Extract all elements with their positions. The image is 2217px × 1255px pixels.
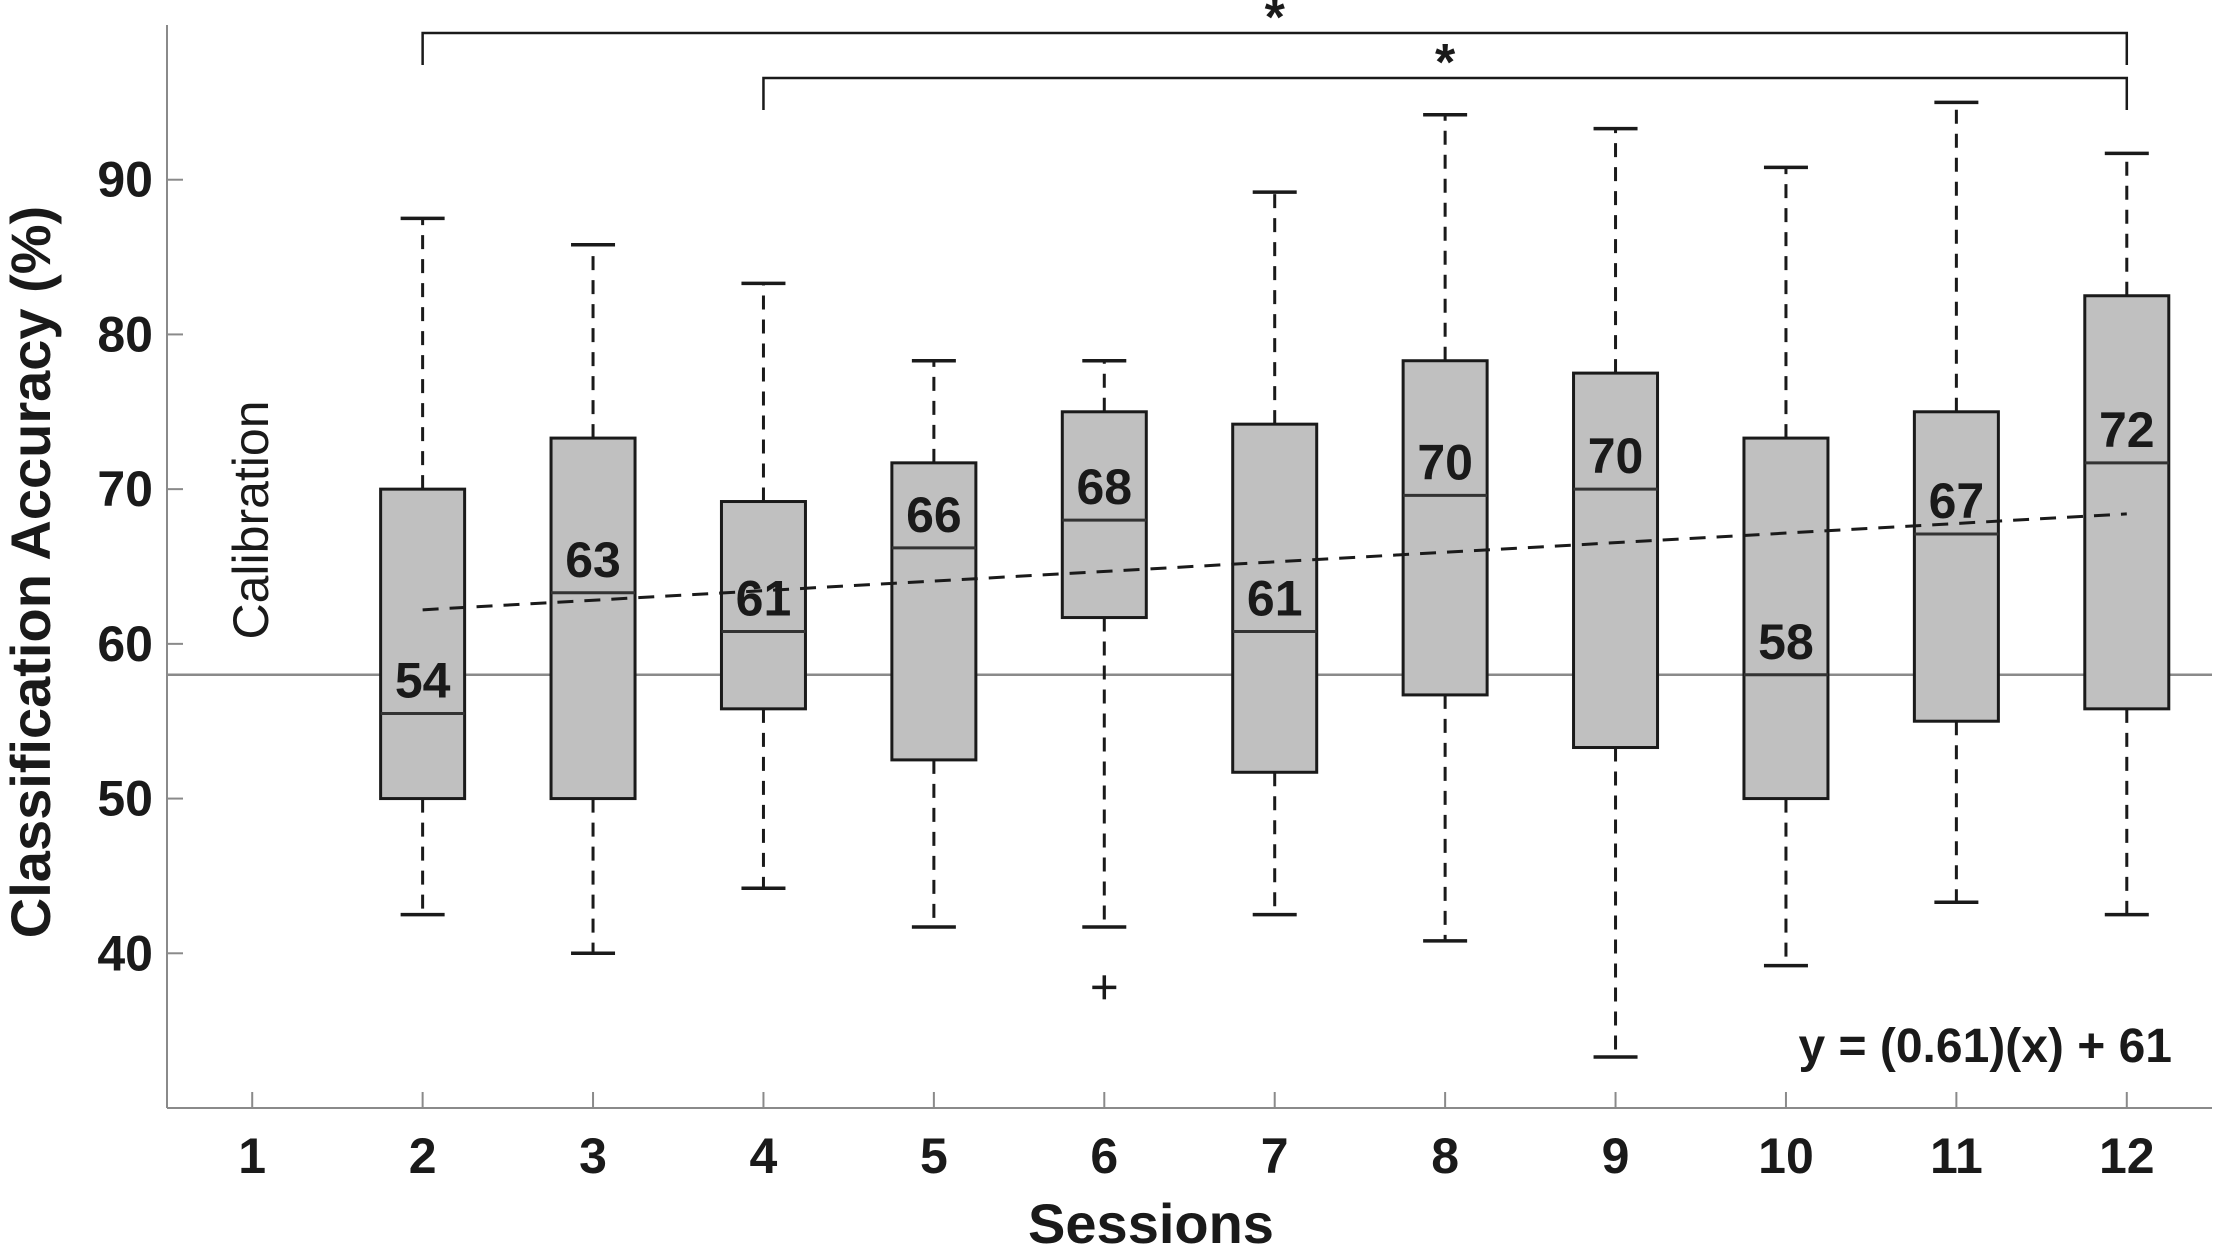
labels-group: Sessions Classification Accuracy (%) Cal… — [0, 206, 2172, 1255]
median-value-label: 72 — [2099, 402, 2155, 458]
median-value-label: 68 — [1076, 459, 1132, 515]
x-tick-label: 8 — [1431, 1128, 1459, 1184]
y-axis-title: Classification Accuracy (%) — [0, 206, 62, 938]
box-session-10: 58 — [1742, 165, 1830, 968]
significance-bracket — [762, 76, 2129, 110]
median-value-label: 61 — [1247, 570, 1303, 626]
x-tick-label: 7 — [1261, 1128, 1289, 1184]
iqr-box — [1231, 422, 1319, 774]
iqr-box — [1060, 410, 1148, 620]
significance-bracket — [421, 31, 2129, 65]
iqr-box — [1742, 436, 1830, 801]
iqr-box — [379, 487, 467, 801]
y-tick-label: 50 — [97, 771, 153, 827]
y-tick-label: 80 — [97, 306, 153, 362]
x-tick-label: 3 — [579, 1128, 607, 1184]
significance-group: ** — [421, 0, 2129, 110]
trend-equation: y = (0.61)(x) + 61 — [1798, 1020, 2172, 1073]
y-tick-label: 90 — [97, 152, 153, 208]
box-session-2: 54 — [379, 216, 467, 917]
iqr-box — [1572, 371, 1660, 750]
x-tick-label: 6 — [1090, 1128, 1118, 1184]
x-tick-label: 11 — [1930, 1128, 1983, 1184]
x-tick-label: 5 — [920, 1128, 948, 1184]
median-value-label: 66 — [906, 487, 962, 543]
x-axis-title: Sessions — [1028, 1192, 1274, 1255]
median-value-label: 58 — [1758, 614, 1814, 670]
box-session-6: 68 — [1060, 358, 1148, 1000]
x-tick-label: 2 — [409, 1128, 437, 1184]
iqr-box — [2083, 294, 2171, 711]
x-tick-label: 1 — [238, 1128, 266, 1184]
x-tick-label: 12 — [2099, 1128, 2155, 1184]
box-session-7: 61 — [1231, 190, 1319, 917]
trend-line — [422, 512, 2127, 612]
iqr-box — [1912, 410, 2000, 723]
box-session-3: 63 — [549, 242, 637, 956]
y-tick-label: 40 — [97, 925, 153, 981]
reference-line-label: Calibration — [223, 400, 279, 639]
box-session-12: 72 — [2083, 151, 2171, 917]
trend-line-group — [422, 512, 2127, 612]
iqr-box — [890, 461, 978, 762]
iqr-box — [549, 436, 637, 801]
iqr-box — [1401, 359, 1489, 697]
box-session-4: 61 — [719, 281, 807, 891]
boxes-group: 54 63 61 66 68 61 70 70 58 67 72 — [379, 100, 2171, 1059]
median-value-label: 67 — [1929, 473, 1985, 529]
box-session-5: 66 — [890, 358, 978, 929]
y-tick-label: 70 — [97, 461, 153, 517]
significance-star: * — [1265, 0, 1286, 47]
median-value-label: 70 — [1588, 428, 1644, 484]
x-tick-label: 10 — [1758, 1128, 1814, 1184]
box-session-9: 70 — [1572, 126, 1660, 1059]
median-value-label: 61 — [736, 570, 792, 626]
box-session-11: 67 — [1912, 100, 2000, 904]
y-tick-label: 60 — [97, 616, 153, 672]
x-tick-label: 4 — [750, 1128, 778, 1184]
median-value-label: 54 — [395, 652, 451, 708]
median-value-label: 70 — [1417, 434, 1473, 490]
iqr-box — [719, 500, 807, 711]
x-tick-label: 9 — [1602, 1128, 1630, 1184]
median-value-label: 63 — [565, 532, 621, 588]
significance-star: * — [1435, 34, 1456, 92]
box-session-8: 70 — [1401, 112, 1489, 943]
